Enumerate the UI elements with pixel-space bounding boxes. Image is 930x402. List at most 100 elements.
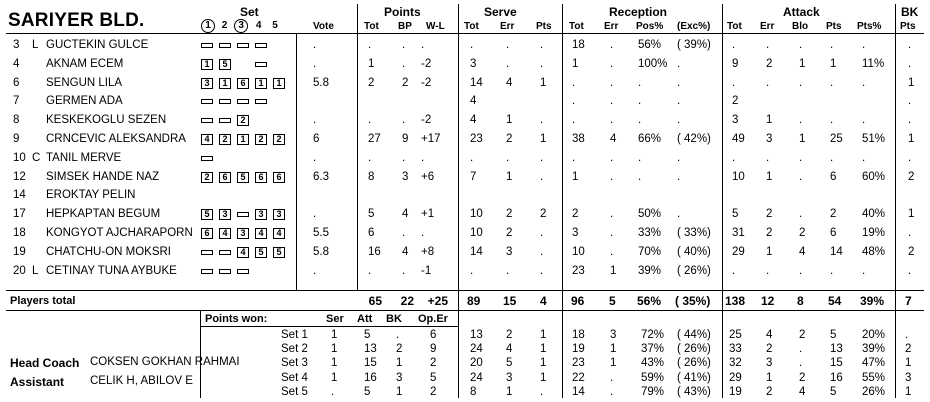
- player-points-tot: 6: [368, 227, 375, 239]
- player-wl: +6: [421, 170, 435, 183]
- player-att-blo: .: [799, 264, 803, 277]
- set-serve-pts: .: [540, 385, 544, 398]
- player-att-tot: 2: [732, 95, 739, 108]
- totals-wl: +25: [427, 294, 448, 308]
- start-position-box: 4: [219, 228, 231, 239]
- player-number: 6: [13, 76, 20, 89]
- player-name: CETINAY TUNA AYBUKE: [46, 264, 177, 277]
- player-att-err: 2: [766, 227, 773, 239]
- player-points-tot: 8: [368, 170, 375, 183]
- set-bk: 1: [905, 385, 912, 398]
- player-serve-tot: 3: [470, 57, 477, 70]
- player-wl: -1: [421, 264, 432, 277]
- player-points-tot: 2: [368, 76, 375, 89]
- set-rec-tot: 18: [572, 329, 585, 341]
- player-att-pts: .: [830, 151, 834, 164]
- header-points: Points: [384, 5, 421, 19]
- player-number: 18: [13, 227, 26, 239]
- points-won-ser: Ser: [326, 313, 344, 325]
- player-rec-tot: 18: [572, 39, 585, 51]
- totals-serve-err: 15: [503, 294, 517, 308]
- player-att-ptsp: 51%: [862, 133, 886, 145]
- set-serve-err: 1: [506, 385, 513, 398]
- start-position-box: 6: [237, 77, 249, 89]
- player-wl: -2: [421, 76, 432, 89]
- set-won-bk: 1: [396, 357, 403, 370]
- totals-bp: 22: [400, 294, 414, 308]
- player-name: CHATCHU-ON MOKSRI: [46, 245, 172, 258]
- player-rec-err: .: [610, 76, 614, 89]
- set-att-pts: 5: [830, 329, 837, 341]
- player-bk: .: [908, 264, 912, 277]
- start-position-box: 3: [219, 209, 231, 221]
- set-rec-pos: 72%: [641, 329, 665, 341]
- player-att-ptsp: .: [862, 264, 866, 277]
- bench-set-marker: [255, 99, 267, 105]
- header-points-tot: Tot: [364, 21, 379, 32]
- player-att-tot: .: [732, 76, 736, 89]
- player-vote: 5.8: [313, 245, 329, 258]
- totals-row: Players total 65 22 +25 89 15 4 96 5 56%…: [0, 294, 930, 309]
- player-rec-exc: ( 39%): [677, 39, 711, 51]
- set-won-att: 5: [364, 329, 371, 341]
- player-att-ptsp: .: [862, 76, 866, 89]
- set-serve-err: 5: [506, 357, 513, 370]
- player-rec-exc: .: [677, 151, 681, 164]
- player-bk: 1: [908, 133, 915, 145]
- player-bp: 4: [402, 245, 409, 258]
- player-name: HEPKAPTAN BEGUM: [46, 208, 161, 221]
- player-rec-tot: 1: [572, 170, 579, 183]
- header-rec-err: Err: [604, 21, 619, 32]
- player-name: KONGYOT AJCHARAPORN: [46, 227, 193, 239]
- set-att-ptsp: 20%: [862, 329, 886, 341]
- set-won-att: 5: [364, 385, 371, 398]
- player-att-ptsp: .: [862, 114, 866, 127]
- set-won-oper: 5: [430, 371, 437, 384]
- set-serve-err: 3: [506, 371, 513, 384]
- set-rec-pos: 59%: [641, 371, 665, 384]
- player-points-tot: .: [368, 39, 372, 51]
- totals-att-pts: 54: [828, 294, 842, 308]
- header-serve: Serve: [484, 5, 517, 19]
- player-bk: .: [908, 227, 912, 239]
- player-wl: +17: [421, 133, 441, 145]
- set-won-bk: 1: [396, 385, 403, 398]
- header-att-ptsp: Pts%: [857, 21, 882, 32]
- player-row: 8 KESKEKOGLU SEZEN 2... -2 4 1..... 3 1....: [0, 113, 930, 128]
- player-points-tot: .: [368, 264, 372, 277]
- player-att-tot: 5: [732, 208, 739, 221]
- player-bp: .: [402, 39, 406, 51]
- player-serve-pts: .: [540, 57, 544, 70]
- player-serve-tot: 4: [470, 114, 477, 127]
- start-position-box: 1: [255, 77, 267, 89]
- totals-rec-pos: 56%: [637, 294, 662, 308]
- player-row: 9 CRNCEVIC ALEKSANDRA 4 2 1 2 2 6 27 9 +17 23 2 1 38 4 6…: [0, 132, 930, 147]
- player-serve-err: 4: [506, 76, 513, 89]
- set-att-ptsp: 55%: [862, 371, 886, 384]
- player-rec-err: .: [610, 151, 614, 164]
- player-rec-exc: .: [677, 208, 681, 221]
- player-row: 17 HEPKAPTAN BEGUM 5 3 3 3. 5 4 +1 10 2 2 2. 50%. 5 2. 2…: [0, 207, 930, 222]
- player-att-err: .: [766, 39, 770, 51]
- player-rec-exc: .: [677, 76, 681, 89]
- player-rec-exc: .: [677, 57, 681, 70]
- bench-set-marker: [201, 249, 213, 255]
- set-rec-exc: ( 41%): [677, 371, 711, 384]
- player-serve-err: 1: [506, 170, 513, 183]
- set-att-err: 1: [766, 371, 773, 384]
- player-att-blo: .: [799, 170, 803, 183]
- points-won-label: Points won:: [205, 313, 268, 325]
- set-att-err: 2: [766, 343, 773, 356]
- set-won-oper: 2: [430, 357, 437, 370]
- player-att-ptsp: 48%: [862, 245, 886, 258]
- player-bk: 2: [908, 170, 915, 183]
- col-rule-serve: [458, 4, 459, 398]
- set-att-tot: 29: [729, 371, 742, 384]
- player-att-blo: 1: [799, 57, 806, 70]
- header-serve-err: Err: [500, 21, 515, 32]
- set-rec-pos: 43%: [641, 357, 665, 370]
- player-serve-tot: 7: [470, 170, 477, 183]
- set-rec-pos: 79%: [641, 385, 665, 398]
- player-points-tot: 1: [368, 57, 375, 70]
- player-serve-pts: 1: [540, 76, 547, 89]
